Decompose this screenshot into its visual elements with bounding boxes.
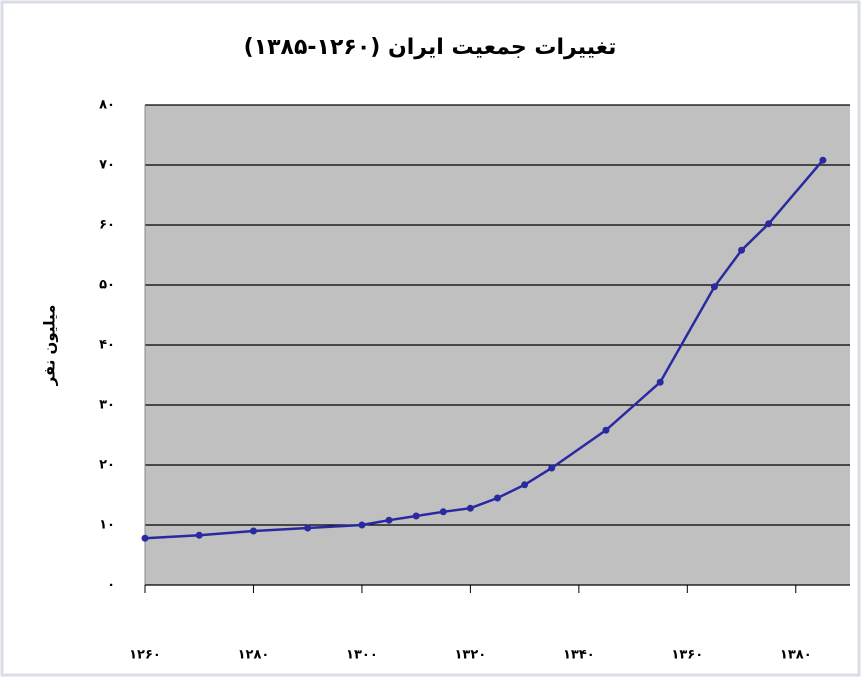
- x-tick-label: ۱۳۴۰: [563, 648, 595, 663]
- point: [548, 464, 556, 472]
- point: [521, 481, 529, 489]
- y-tick-label: ۷۰: [99, 158, 115, 173]
- point: [819, 156, 827, 164]
- point: [358, 521, 366, 529]
- y-tick-label: ۵۰: [99, 278, 115, 293]
- y-tick-label: ۳۰: [99, 398, 115, 413]
- point: [710, 283, 718, 291]
- point: [494, 494, 501, 502]
- point: [738, 246, 746, 254]
- point: [141, 534, 149, 542]
- point: [385, 516, 393, 524]
- x-tick-label: ۱۲۶۰: [129, 648, 161, 663]
- x-tick-label: ۱۳۰۰: [346, 648, 378, 663]
- point: [195, 531, 203, 539]
- y-tick-label: ۰: [107, 578, 115, 593]
- chart-title: تغییرات جمعیت ایران (۱۲۶۰-۱۳۸۵): [244, 35, 617, 60]
- series-line: [144, 159, 824, 540]
- y-tick-label: ۴۰: [99, 338, 115, 353]
- point: [466, 504, 474, 512]
- point: [412, 512, 420, 520]
- y-tick-label: ۱۰: [99, 518, 115, 533]
- x-tick-label: ۱۳۶۰: [671, 648, 703, 663]
- x-tick-label: ۱۳۸۰: [780, 648, 812, 663]
- x-tick-label: ۱۳۲۰: [455, 648, 487, 663]
- y-tick-label: ۶۰: [99, 218, 115, 233]
- x-tick-label: ۱۲۸۰: [238, 648, 270, 663]
- point: [656, 378, 664, 386]
- y-axis-label: میلیون نفر: [41, 305, 59, 387]
- point: [249, 527, 257, 535]
- point: [304, 524, 312, 532]
- point: [439, 508, 447, 516]
- y-tick-label: ۲۰: [99, 458, 115, 473]
- point: [765, 220, 773, 228]
- point: [602, 426, 610, 434]
- y-tick-label: ۸۰: [99, 98, 115, 113]
